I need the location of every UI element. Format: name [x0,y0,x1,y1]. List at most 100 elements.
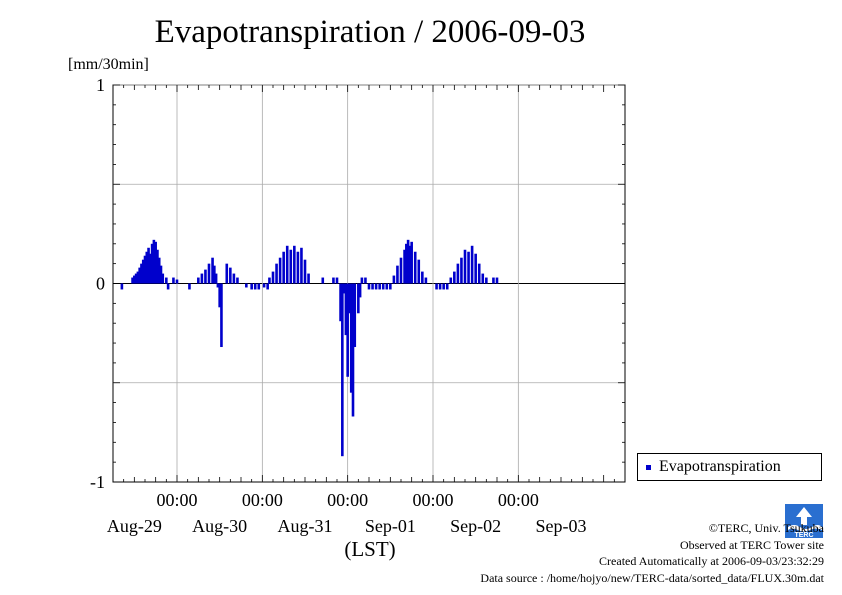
data-bar [358,283,362,298]
x-date-label: Sep-02 [450,516,501,536]
data-bar [346,283,349,377]
data-bar [145,251,149,284]
data-bar [245,283,248,288]
data-bar [140,263,143,284]
data-bar [405,243,408,284]
data-bar [374,283,378,290]
data-bar [152,239,156,284]
data-bar [413,251,417,284]
created-text: Created Automatically at 2006-09-03/23:3… [599,554,824,568]
data-bar [385,283,389,290]
data-bar [349,283,353,393]
data-bar [154,241,157,284]
data-bar [445,283,449,290]
data-bar [371,283,374,290]
data-bar [307,273,310,284]
data-bar [296,251,300,284]
data-bar [220,283,223,348]
data-bar [143,255,147,284]
data-bar [197,277,200,284]
x-date-label: Aug-29 [107,516,162,536]
data-bar [275,263,278,284]
data-bar [406,239,410,284]
source-text: Data source : /home/hojyo/new/TERC-data/… [480,570,824,585]
y-tick-label: 0 [96,274,105,294]
data-bar [188,283,191,290]
data-bar [300,247,303,284]
data-bar [360,277,364,284]
chart-title: Evapotranspiration / 2006-09-03 [154,14,586,50]
data-bar [364,277,367,284]
data-bar [141,259,145,284]
y-tick-label: -1 [90,472,105,492]
x-tick-time-label: 00:00 [327,490,368,510]
data-bar [236,277,239,284]
data-bar [341,283,344,457]
x-date-label: Sep-01 [365,516,416,536]
x-date-label: Aug-31 [278,516,333,536]
axis-ticks [113,84,625,482]
data-bar [342,283,346,294]
terc-logo: TERC [785,504,823,539]
data-bar [136,271,140,284]
data-bar [408,245,412,284]
data-bar [175,279,179,284]
data-bar [492,277,495,284]
data-bar [396,265,399,284]
data-bar [213,265,216,284]
data-bar [131,277,134,284]
x-tick-time-label: 00:00 [412,490,453,510]
data-bar [335,277,339,284]
x-tick-time-label: 00:00 [156,490,197,510]
data-bar [378,283,381,290]
data-bar [467,251,470,284]
data-bar [470,245,474,284]
data-bar [485,277,488,284]
data-bar [332,277,335,284]
data-bar [421,271,424,284]
data-bar [166,283,170,290]
data-bar [442,283,445,290]
data-bar [211,257,214,284]
data-bar [266,283,269,290]
data-bar [165,277,168,284]
x-tick-time-label: 00:00 [498,490,539,510]
logo-text: TERC [794,532,813,539]
data-bar [120,283,124,290]
data-bar [282,251,285,284]
data-bar [200,273,204,284]
bar-series [120,239,499,457]
data-bar [156,249,159,284]
x-axis-label: (LST) [344,537,395,561]
data-bar [289,249,293,284]
data-bar [204,269,207,284]
data-bar [357,283,360,314]
data-bar [424,277,428,284]
data-bar [463,249,467,284]
data-bar [389,283,392,290]
data-bar [438,283,442,290]
data-bar [285,245,289,284]
data-bar [138,267,141,284]
data-bar [348,283,351,314]
data-bar [453,271,456,284]
data-bar [474,253,477,284]
data-bar [216,283,220,288]
credits: ©TERC, Univ. Tsukuba Observed at TERC To… [480,520,824,586]
data-bar [351,283,355,417]
data-bar [214,273,218,284]
x-date-label: Sep-03 [536,516,587,536]
data-bar [253,283,257,290]
data-bar [460,257,463,284]
data-bar [278,257,282,284]
data-bar [268,277,271,284]
data-bar [133,275,136,284]
axis-labels: 1 0 -1 00:00 00:00 00:00 00:00 00:00 Aug-29 Aug-3… [90,75,587,561]
x-date-label: Aug-30 [192,516,247,536]
data-bar [149,253,152,284]
data-bar [159,265,163,284]
data-bar [449,277,453,284]
data-bar [410,241,413,284]
data-bar [257,283,261,290]
